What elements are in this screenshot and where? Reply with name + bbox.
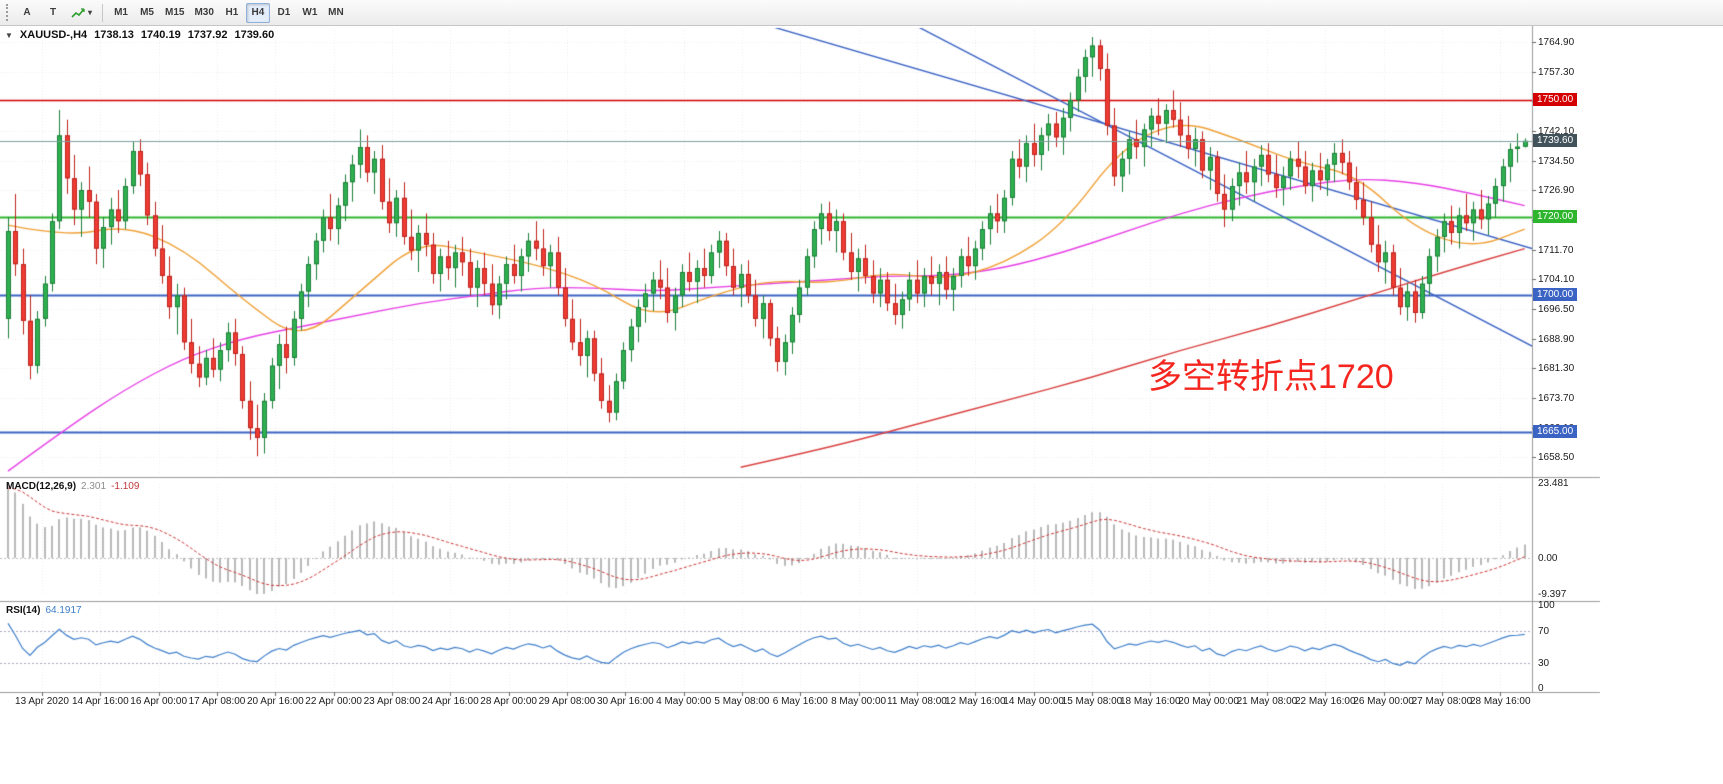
time-axis-label: 11 May 08:00 (887, 696, 947, 707)
time-axis-label: 20 Apr 16:00 (246, 696, 304, 707)
ohlc-low: 1737.92 (187, 29, 228, 41)
time-axis-label: 20 May 00:00 (1178, 696, 1239, 707)
time-axis-label: 28 Apr 00:00 (480, 696, 537, 707)
ohlc-open: 1738.13 (94, 29, 134, 41)
timeframe-mn-button[interactable]: MN (324, 3, 348, 23)
price-badge: 1700.00 (1533, 288, 1578, 302)
toolbar-separator (102, 3, 104, 22)
price-badge: 1750.00 (1533, 93, 1578, 107)
price-badge: 1665.00 (1533, 425, 1578, 439)
time-axis-label: 4 May 00:00 (656, 696, 712, 707)
rsi-axis-label: 70 (1538, 625, 1550, 637)
time-axis-label: 23 Apr 08:00 (363, 696, 421, 707)
time-axis-label: 12 May 16:00 (944, 696, 1006, 707)
toolbar-grip[interactable] (6, 4, 8, 21)
price-axis-label: 1742.10 (1538, 126, 1575, 138)
time-axis-label: 15 May 08:00 (1061, 696, 1123, 707)
time-axis-label: 8 May 00:00 (831, 696, 887, 707)
price-axis-label: 1726.90 (1538, 185, 1575, 197)
rsi-indicator-label: RSI(14) 64.1917 (6, 605, 82, 616)
tool-t-button[interactable]: T (41, 3, 65, 23)
price-axis-label: 1704.10 (1538, 274, 1575, 286)
macd-main-value: 2.301 (81, 481, 107, 492)
macd-axis-label: -9.397 (1538, 589, 1567, 600)
macd-axis-label: 23.481 (1538, 478, 1569, 489)
price-axis-label: 1757.30 (1538, 66, 1575, 78)
rsi-value: 64.1917 (45, 605, 82, 616)
time-axis-label: 14 May 00:00 (1003, 696, 1064, 707)
time-axis-label: 22 Apr 00:00 (305, 696, 362, 707)
time-axis-label: 17 Apr 08:00 (188, 696, 246, 707)
price-axis-label: 1711.70 (1538, 244, 1574, 256)
macd-indicator-label: MACD(12,26,9) 2.301 -1.109 (6, 481, 139, 492)
dropdown-caret-icon: ▾ (88, 8, 93, 17)
chart-arrow-icon (71, 7, 85, 18)
rsi-axis-label: 0 (1538, 683, 1544, 694)
macd-signal-value: -1.109 (111, 481, 140, 492)
time-axis-label: 6 May 16:00 (772, 696, 828, 707)
time-axis-label: 30 Apr 16:00 (596, 696, 654, 707)
timeframe-m1-button[interactable]: M1 (109, 3, 133, 23)
price-badge: 1739.60 (1533, 133, 1578, 147)
price-axis-label: 1673.70 (1538, 393, 1575, 405)
timeframe-w1-button[interactable]: W1 (298, 3, 322, 23)
price-axis-label: 1764.90 (1538, 37, 1575, 49)
time-axis-label: 18 May 16:00 (1119, 696, 1181, 707)
time-axis-label: 22 May 16:00 (1294, 696, 1356, 707)
macd-axis-label: 0.00 (1538, 552, 1558, 564)
time-axis-label: 14 Apr 16:00 (71, 696, 129, 707)
chart-annotation: 多空转折点1720 (1148, 358, 1394, 396)
price-axis-label: 1681.30 (1538, 363, 1575, 375)
time-axis-label: 26 May 00:00 (1353, 696, 1414, 707)
time-axis-label: 16 Apr 00:00 (130, 696, 188, 707)
timeframe-d1-button[interactable]: D1 (272, 3, 296, 23)
time-axis-label: 27 May 08:00 (1411, 696, 1473, 707)
timeframe-h1-button[interactable]: H1 (220, 3, 244, 23)
time-axis-label: 29 Apr 08:00 (538, 696, 596, 707)
time-axis-label: 21 May 08:00 (1236, 696, 1298, 707)
chart-area: ▼ XAUUSD-,H4 1738.13 1740.19 1737.92 173… (0, 26, 1723, 784)
price-axis-label: 1688.90 (1538, 333, 1575, 345)
ohlc-close: 1739.60 (234, 29, 275, 41)
ohlc-high: 1740.19 (140, 29, 181, 41)
timeframe-group: M1 M5 M15 M30 H1 H4 D1 W1 MN (108, 2, 349, 23)
price-axis-label: 1734.50 (1538, 155, 1575, 167)
timeframe-m15-button[interactable]: M15 (161, 3, 188, 23)
macd-title-text: MACD(12,26,9) (6, 481, 77, 492)
tool-a-button[interactable]: A (15, 3, 39, 23)
timeframe-m5-button[interactable]: M5 (135, 3, 159, 23)
rsi-title-text: RSI(14) (6, 605, 41, 616)
time-axis-label: 28 May 16:00 (1469, 696, 1531, 707)
price-axis-label: 1696.50 (1538, 304, 1575, 316)
time-axis-label: 24 Apr 16:00 (421, 696, 479, 707)
symbol-ohlc-line: ▼ XAUUSD-,H4 1738.13 1740.19 1737.92 173… (5, 29, 274, 41)
price-axis-label: 1658.50 (1538, 452, 1575, 464)
chart-canvas[interactable] (0, 26, 1723, 784)
symbol-expander-icon[interactable]: ▼ (5, 30, 13, 40)
time-axis-label: 5 May 08:00 (714, 696, 770, 707)
timeframe-h4-button[interactable]: H4 (245, 2, 270, 23)
symbol-name: XAUUSD-,H4 (19, 29, 88, 41)
chart-tool-button[interactable]: ▾ (67, 3, 96, 23)
rsi-axis-label: 100 (1538, 600, 1555, 611)
time-axis-label: 13 Apr 2020 (15, 696, 69, 707)
timeframe-m30-button[interactable]: M30 (190, 3, 217, 23)
price-badge: 1720.00 (1533, 210, 1578, 224)
rsi-axis-label: 30 (1538, 658, 1550, 670)
